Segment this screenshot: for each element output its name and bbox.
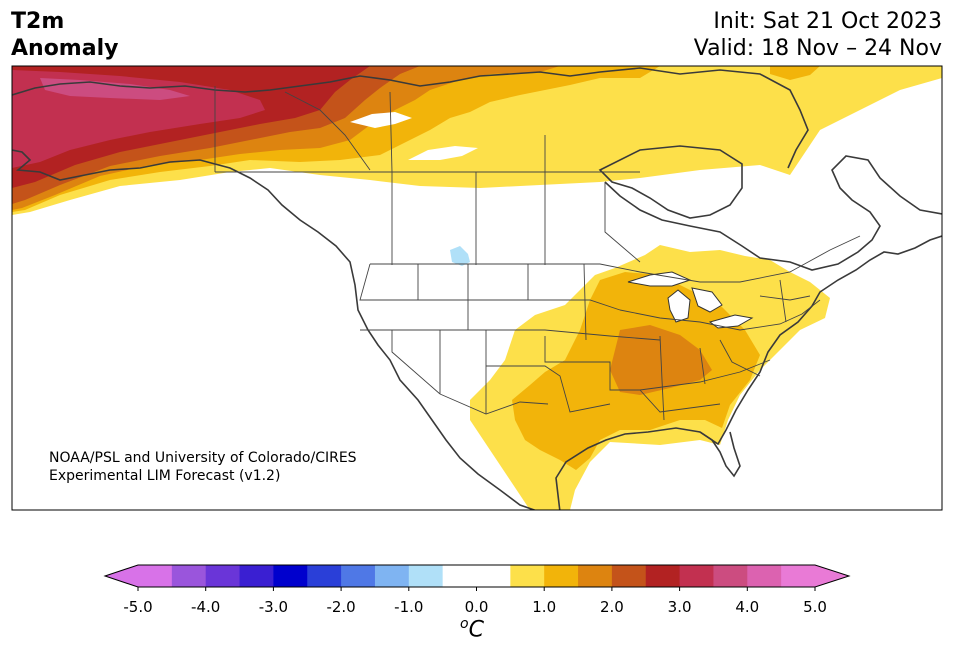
colorbar-swatch — [205, 565, 241, 587]
colorbar-tick-label: 2.0 — [600, 598, 624, 616]
colorbar-swatch — [713, 565, 748, 587]
colorbar-tick-label: 0.0 — [465, 598, 489, 616]
coastline — [598, 145, 743, 219]
colorbar-over-arrow — [815, 565, 849, 587]
colorbar-swatch — [307, 565, 342, 587]
border-lines — [214, 86, 861, 421]
valid-dates: Valid: 18 Nov – 24 Nov — [693, 36, 942, 61]
colorbar-tick-label: -4.0 — [191, 598, 220, 616]
colorbar-swatch — [747, 565, 782, 587]
lake-shape — [350, 112, 412, 128]
credit-text: NOAA/PSL and University of Colorado/CIRE… — [49, 449, 357, 485]
title-line-2: Anomaly — [11, 36, 119, 61]
colorbar-swatch — [374, 565, 410, 587]
credit-line-1: NOAA/PSL and University of Colorado/CIRE… — [49, 450, 357, 466]
colorbar-swatch — [239, 565, 274, 587]
colorbar-swatch — [476, 565, 511, 587]
colorbar-swatch — [273, 565, 308, 587]
degree-superscript: o — [460, 616, 469, 632]
colorbar-tick-label: 1.0 — [532, 598, 556, 616]
map-title: T2m Anomaly — [11, 8, 118, 62]
anomaly-region-cool — [450, 246, 470, 266]
colorbar-swatch — [781, 565, 816, 587]
init-date: Init: Sat 21 Oct 2023 — [713, 9, 942, 34]
colorbar-tick-label: 4.0 — [735, 598, 759, 616]
credit-line-2: Experimental LIM Forecast (v1.2) — [49, 468, 281, 484]
lake-shape — [408, 146, 478, 160]
colorbar-tick-label: -3.0 — [259, 598, 288, 616]
unit-letter: C — [468, 617, 484, 643]
coastline — [12, 149, 537, 510]
colorbar-tick-label: -1.0 — [394, 598, 423, 616]
coastline — [699, 431, 741, 478]
colorbar-swatch — [442, 565, 477, 587]
colorbar-swatch — [138, 565, 173, 587]
colorbar-swatch — [544, 565, 579, 587]
colorbar-swatch — [679, 565, 714, 587]
title-line-1: T2m — [11, 9, 65, 34]
colorbar-swatch — [611, 565, 647, 587]
coastline — [555, 235, 942, 510]
colorbar-swatch — [341, 565, 376, 587]
anomaly-region-1-1.5-ne — [770, 66, 820, 80]
coastline — [12, 67, 809, 169]
colorbar-tick-label: -5.0 — [123, 598, 152, 616]
colorbar-swatch — [645, 565, 681, 587]
map-frame — [11, 65, 943, 511]
colorbar-unit: oC — [460, 616, 484, 642]
colorbar-tick-label: -2.0 — [326, 598, 355, 616]
colorbar-tick-label: 5.0 — [803, 598, 827, 616]
colorbar-swatch — [171, 565, 207, 587]
colorbar-swatch — [510, 565, 545, 587]
colorbar-under-arrow — [105, 565, 138, 587]
colorbar-tick-label: 3.0 — [668, 598, 692, 616]
colorbar-swatch — [408, 565, 444, 587]
coastline — [604, 155, 942, 271]
colorbar-swatch — [578, 565, 613, 587]
forecast-dates: Init: Sat 21 Oct 2023 Valid: 18 Nov – 24… — [694, 8, 942, 62]
